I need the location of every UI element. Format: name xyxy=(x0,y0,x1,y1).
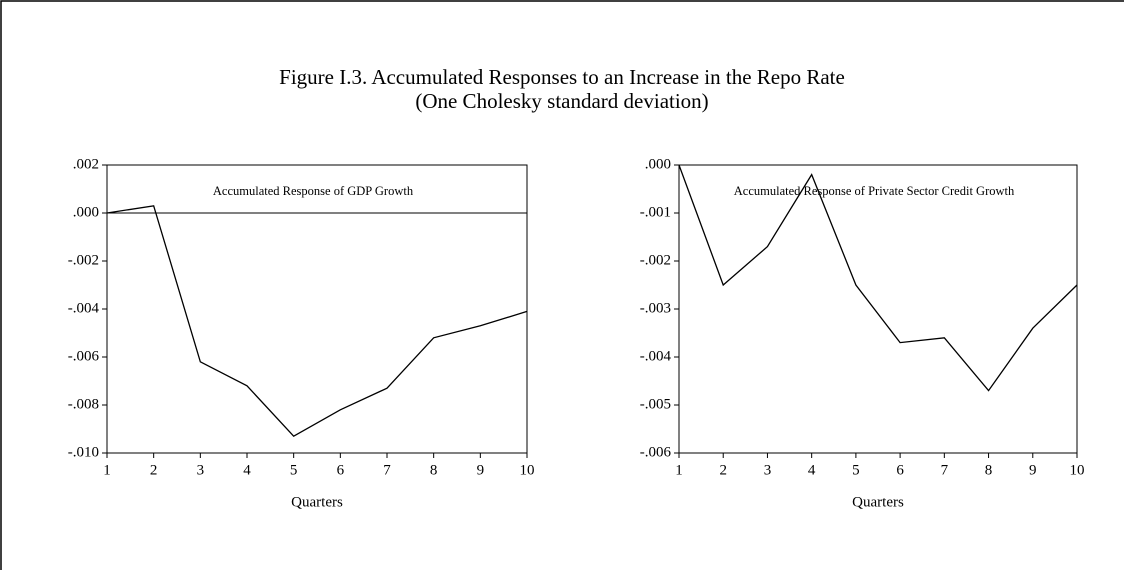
figure-title: Figure I.3. Accumulated Responses to an … xyxy=(279,65,845,89)
y-tick-label: -.006 xyxy=(640,444,672,460)
x-tick-label: 4 xyxy=(243,462,251,478)
x-tick-label: 9 xyxy=(1029,462,1037,478)
y-tick-label: -.001 xyxy=(640,204,671,220)
x-tick-label: 10 xyxy=(1070,462,1085,478)
x-tick-label: 7 xyxy=(383,462,391,478)
y-tick-label: .002 xyxy=(73,156,99,172)
data-line xyxy=(106,205,528,438)
x-tick-label: 6 xyxy=(896,462,904,478)
x-tick-label: 4 xyxy=(808,462,816,478)
figure-subtitle: (One Cholesky standard deviation) xyxy=(415,89,708,113)
y-tick-label: -.005 xyxy=(640,396,671,412)
x-tick-label: 8 xyxy=(430,462,438,478)
plot-frame xyxy=(106,164,528,454)
x-tick-label: 10 xyxy=(520,462,535,478)
plot-annotation: Accumulated Response of GDP Growth xyxy=(213,184,414,198)
y-tick-label: -.008 xyxy=(68,396,99,412)
data-line xyxy=(678,164,1078,392)
plot-frame xyxy=(678,164,1078,454)
x-tick-label: 3 xyxy=(197,462,205,478)
x-tick-label: 9 xyxy=(477,462,485,478)
x-tick-label: 1 xyxy=(675,462,683,478)
x-tick-label: 5 xyxy=(290,462,298,478)
plot-annotation: Accumulated Response of Private Sector C… xyxy=(734,184,1015,198)
x-tick-label: 2 xyxy=(150,462,158,478)
x-tick-label: 2 xyxy=(719,462,727,478)
x-tick-label: 8 xyxy=(985,462,993,478)
y-tick-label: .000 xyxy=(645,156,671,172)
x-axis-label: Quarters xyxy=(852,494,904,510)
y-tick-label: -.006 xyxy=(68,348,100,364)
y-tick-label: -.010 xyxy=(68,444,99,460)
x-tick-label: 3 xyxy=(764,462,772,478)
x-tick-label: 6 xyxy=(337,462,345,478)
y-tick-label: -.004 xyxy=(640,348,672,364)
y-tick-label: -.004 xyxy=(68,300,100,316)
y-tick-label: -.002 xyxy=(68,252,99,268)
y-tick-label: .000 xyxy=(73,204,99,220)
x-tick-label: 7 xyxy=(941,462,949,478)
y-tick-label: -.002 xyxy=(640,252,671,268)
x-tick-label: 1 xyxy=(103,462,111,478)
x-tick-label: 5 xyxy=(852,462,860,478)
x-axis-label: Quarters xyxy=(291,494,343,510)
y-tick-label: -.003 xyxy=(640,300,671,316)
